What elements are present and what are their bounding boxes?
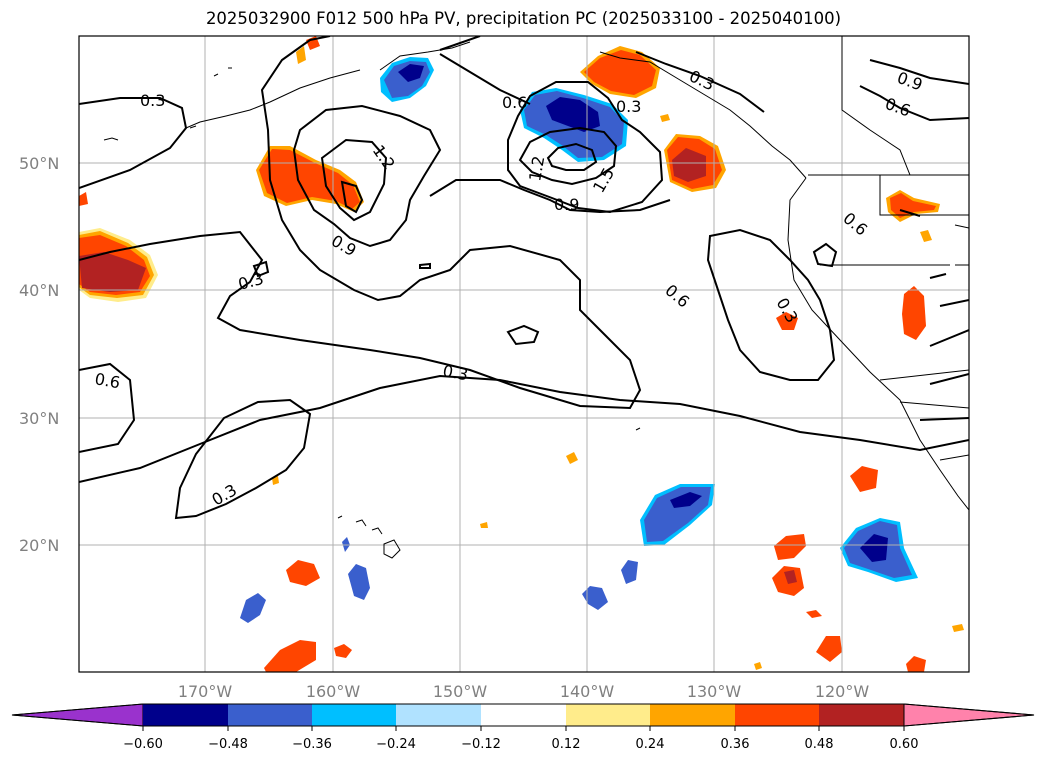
colorbar-tick-label: 0.12: [552, 737, 581, 752]
precip-negative-areas: [240, 57, 918, 623]
colorbar-segment: [735, 704, 819, 726]
colorbar-segment: [396, 704, 481, 726]
contour-label: 0.3: [209, 480, 241, 509]
contour-label: 0.3: [616, 97, 641, 116]
contour-labels: 0.3 0.6 0.3 0.3 0.9 0.6 1.2 1.2 1.5 0.9 …: [93, 66, 925, 509]
contour-label: 0.6: [502, 93, 527, 112]
lon-label: 140°W: [560, 682, 615, 700]
contour-label: 0.3: [773, 295, 802, 327]
colorbar-tick-label: −0.48: [208, 737, 248, 752]
contour-label: 1.5: [589, 164, 618, 196]
colorbar-tick-label: 0.60: [890, 737, 919, 752]
contour-label: 0.6: [883, 94, 913, 121]
lon-label: 160°W: [306, 682, 361, 700]
colorbar-segment: [228, 704, 312, 726]
colorbar-tick-label: −0.12: [461, 737, 501, 752]
contour-label: 0.9: [554, 195, 579, 214]
colorbar-segments: [11, 703, 1035, 727]
colorbar-segment: [566, 704, 650, 726]
contour-label: 0.3: [686, 66, 717, 94]
colorbar-tick-label: 0.36: [721, 737, 750, 752]
map-frame: [78, 35, 970, 673]
colorbar-extend-low: [11, 703, 144, 727]
lat-label: 40°N: [19, 281, 59, 300]
lon-label: 150°W: [433, 682, 488, 700]
latitude-labels: 50°N 40°N 30°N 20°N: [19, 154, 59, 555]
lon-label: 170°W: [178, 682, 233, 700]
precip-positive-areas: [79, 36, 964, 672]
colorbar-ticks: −0.60 −0.48 −0.36 −0.24 −0.12 0.12 0.24 …: [123, 726, 918, 752]
colorbar-segment: [650, 704, 735, 726]
contour-label: 0.6: [839, 209, 871, 240]
colorbar-segment: [143, 704, 228, 726]
contour-label: 0.6: [661, 281, 693, 312]
graticule: [79, 36, 969, 672]
contour-label: 0.3: [441, 361, 469, 384]
colorbar-segment: [312, 704, 396, 726]
contour-label: 0.6: [93, 369, 121, 392]
colorbar-extend-high: [903, 703, 1035, 727]
colorbar-segment: [481, 704, 566, 726]
map-panel: 0.3 0.6 0.3 0.3 0.9 0.6 1.2 1.2 1.5 0.9 …: [19, 35, 970, 700]
lon-label: 120°W: [815, 682, 870, 700]
colorbar-tick-label: 0.48: [805, 737, 834, 752]
contour-label: 1.2: [369, 141, 399, 173]
colorbar-tick-label: −0.60: [123, 737, 163, 752]
colorbar-outline: [11, 703, 1035, 727]
longitude-labels: 170°W 160°W 150°W 140°W 130°W 120°W: [178, 682, 870, 700]
contour-label: 0.3: [140, 91, 165, 110]
colorbar-tick-label: −0.36: [292, 737, 332, 752]
colorbar-segment: [819, 704, 904, 726]
lat-label: 30°N: [19, 409, 59, 428]
contour-label: 0.9: [895, 68, 925, 95]
colorbar-tick-label: 0.24: [636, 737, 665, 752]
lat-label: 50°N: [19, 154, 59, 173]
colorbar-tick-label: −0.24: [376, 737, 416, 752]
contour-label: 1.2: [525, 154, 548, 182]
map-title: 2025032900 F012 500 hPa PV, precipitatio…: [205, 9, 842, 28]
coastlines: [103, 36, 969, 559]
lon-label: 130°W: [687, 682, 742, 700]
lat-label: 20°N: [19, 536, 59, 555]
pv-contours: [79, 36, 969, 520]
